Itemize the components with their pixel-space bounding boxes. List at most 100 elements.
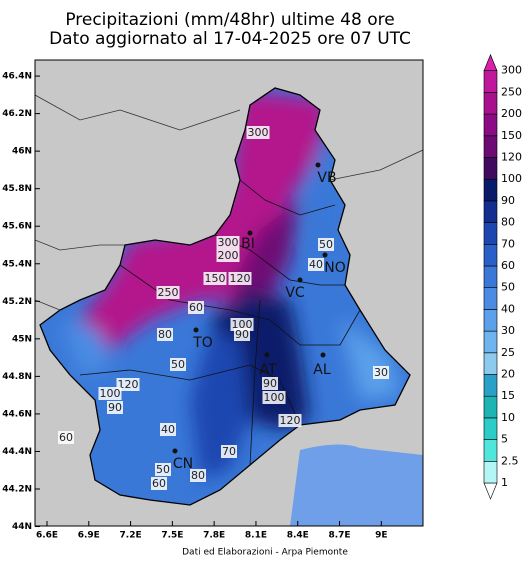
contour-label: 50 — [171, 358, 185, 371]
colorbar-segment — [483, 330, 498, 354]
colorbar-label: 200 — [501, 107, 522, 120]
contour-label: 150 — [205, 272, 226, 285]
lat-tick-label: 45.6N — [2, 222, 32, 232]
colorbar-label: 15 — [501, 389, 515, 402]
lon-tick-label: 7.5E — [161, 531, 183, 541]
lon-tick-label: 6.6E — [36, 531, 58, 541]
lat-tick-label: 45N — [12, 334, 32, 344]
contour-label: 60 — [152, 477, 166, 490]
province-label: AL — [313, 362, 331, 378]
province-label: VC — [285, 285, 305, 301]
colorbar-label: 1 — [501, 476, 508, 489]
province-label: CN — [173, 456, 193, 472]
lon-tick-label: 8.7E — [328, 531, 350, 541]
contour-label: 100 — [264, 391, 285, 404]
colorbar-label: 40 — [501, 302, 515, 315]
colorbar-segment — [483, 92, 498, 115]
lat-tick-label: 46.2N — [2, 109, 32, 119]
lat-tick-label: 46N — [12, 147, 32, 157]
contour-label: 30 — [374, 366, 388, 379]
contour-label-box — [373, 366, 389, 379]
colorbar-label: 100 — [501, 172, 522, 185]
colorbar-segment — [483, 178, 498, 202]
province-label: BI — [241, 236, 255, 252]
contour-label: 300 — [248, 126, 269, 139]
lat-tick-label: 44.8N — [2, 372, 32, 382]
contour-label: 100 — [232, 318, 253, 331]
colorbar-label: 30 — [501, 324, 515, 337]
colorbar-label: 60 — [501, 259, 515, 272]
colorbar-over — [483, 53, 498, 71]
colorbar-label: 90 — [501, 194, 515, 207]
colorbar-segment — [483, 244, 498, 267]
contour-label-box — [190, 469, 206, 482]
contour-label: 300 — [218, 236, 239, 249]
contour-label-box — [160, 423, 176, 436]
province-label: AT — [259, 362, 276, 378]
contour-label-box — [262, 391, 286, 404]
contour-label: 80 — [158, 328, 172, 341]
lon-tick-label: 8.4E — [287, 531, 309, 541]
contour-label-box — [308, 258, 324, 271]
colorbar-segment — [483, 222, 498, 245]
lon-tick-label: 7.8E — [203, 531, 225, 541]
colorbar-segment — [483, 200, 498, 223]
contour-label-box — [278, 414, 302, 427]
map-frame — [34, 59, 424, 527]
contour-label: 60 — [59, 431, 73, 444]
contour-label: 200 — [218, 249, 239, 262]
lat-tick-label: 44.6N — [2, 409, 32, 419]
contour-label-box — [170, 358, 186, 371]
contour-label: 60 — [189, 301, 203, 314]
contour-label: 120 — [118, 378, 139, 391]
colorbar-label: 10 — [501, 411, 515, 424]
colorbar-segment — [483, 157, 498, 180]
lon-tick-label: 7.2E — [120, 531, 142, 541]
lat-tick-label: 46.4N — [2, 72, 32, 82]
colorbar-segment — [483, 70, 498, 93]
contour-label-box — [155, 463, 171, 476]
contour-label-box — [58, 431, 74, 444]
contour-label-box — [262, 377, 278, 390]
colorbar-segment — [483, 309, 498, 332]
contour-label-box — [228, 272, 252, 285]
title: Precipitazioni (mm/48hr) ultime 48 ore — [65, 10, 394, 30]
colorbar-segment — [483, 287, 498, 310]
colorbar-segment — [483, 265, 498, 289]
contour-label: 50 — [156, 463, 170, 476]
colorbar-segment — [483, 352, 498, 375]
contour-label-box — [221, 445, 237, 458]
lat-tick-label: 44.2N — [2, 485, 32, 495]
contour-label: 250 — [158, 286, 179, 299]
contour-label: 90 — [263, 377, 277, 390]
lat-tick-label: 45.4N — [2, 259, 32, 269]
contour-label-box — [318, 238, 334, 251]
colorbar-label: 50 — [501, 281, 515, 294]
contour-label: 100 — [100, 387, 121, 400]
contour-label: 120 — [230, 272, 251, 285]
colorbar-label: 120 — [501, 151, 522, 164]
colorbar-segment — [483, 374, 498, 397]
colorbar-segment — [483, 417, 498, 440]
province-label: TO — [192, 335, 213, 351]
contour-label-box — [234, 328, 250, 341]
colorbar-label: 80 — [501, 216, 515, 229]
contour-label-box — [107, 401, 123, 414]
colorbar-segment — [483, 460, 498, 484]
contour-label: 50 — [319, 238, 333, 251]
contour-label: 40 — [161, 423, 175, 436]
contour-label-box — [157, 328, 173, 341]
contour-label: 40 — [309, 258, 323, 271]
contour-label-box — [156, 286, 180, 299]
colorbar-label: 70 — [501, 237, 515, 250]
colorbar-label: 5 — [501, 433, 508, 446]
lon-tick-label: 6.9E — [78, 531, 100, 541]
colorbar-label: 20 — [501, 368, 515, 381]
colorbar-label: 250 — [501, 85, 522, 98]
contour-label-box — [216, 236, 240, 249]
contour-label: 80 — [191, 469, 205, 482]
lon-tick-label: 8.1E — [245, 531, 267, 541]
colorbar-label: 25 — [501, 346, 515, 359]
contour-label: 90 — [235, 328, 249, 341]
